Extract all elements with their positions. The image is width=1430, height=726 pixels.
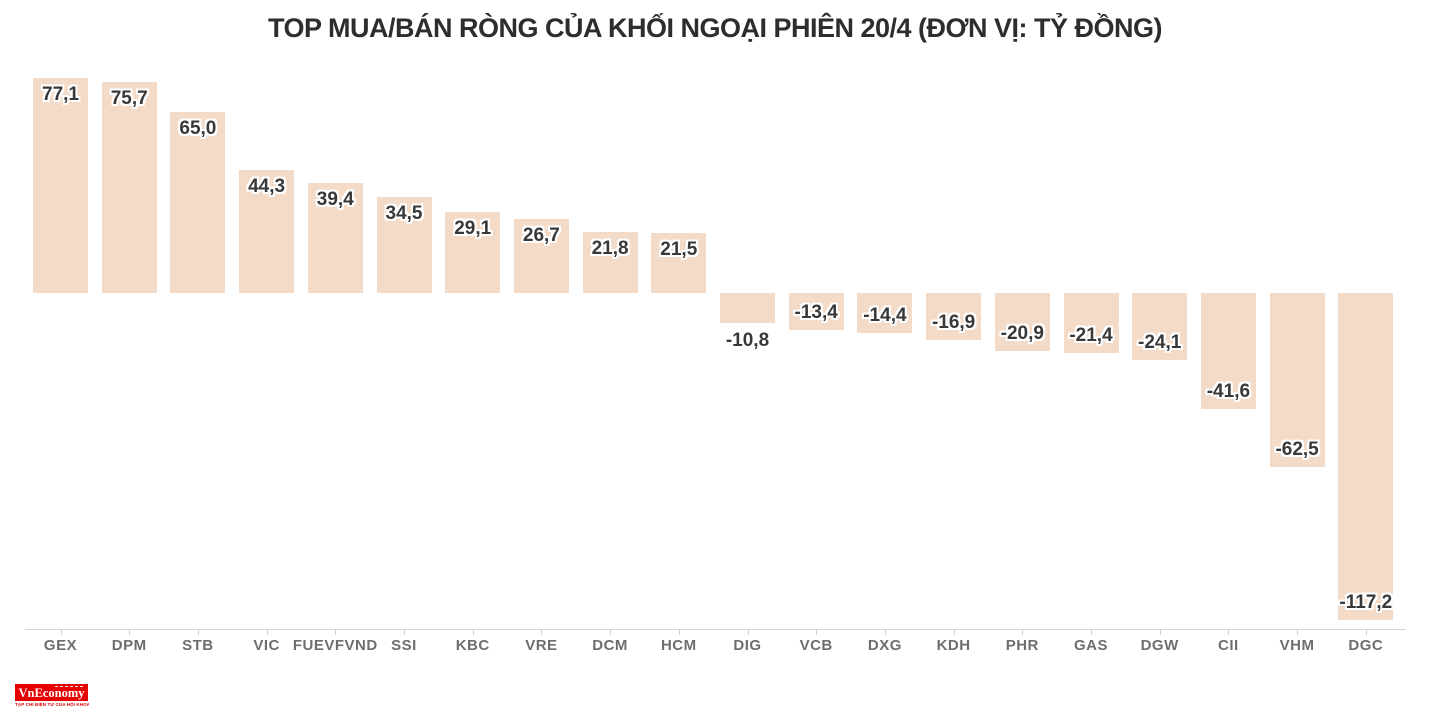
logo-tagline: TẠP CHÍ ĐIỆN TỬ CỦA HỘI KHOA HỌC KINH TẾ… <box>15 702 89 707</box>
value-label-ssi: 34,5 <box>385 202 423 224</box>
x-axis-label-dig: DIG <box>733 637 762 654</box>
x-axis-tick <box>335 629 337 635</box>
x-axis-tick <box>1228 629 1230 635</box>
x-axis-label-cii: CII <box>1218 637 1239 654</box>
x-axis-tick <box>816 629 818 635</box>
bar-kbc <box>445 211 501 293</box>
bar-fuevfvnd <box>307 183 363 293</box>
value-label-dxg: -14,4 <box>863 305 907 327</box>
value-label-dig: -10,8 <box>725 330 770 352</box>
x-axis-tick <box>1297 629 1299 635</box>
bar-dgc <box>1338 293 1394 620</box>
value-label-stb: 65,0 <box>179 117 217 139</box>
x-axis-tick <box>129 629 131 635</box>
x-axis-label-ssi: SSI <box>391 637 417 654</box>
logo-text: VnEconomy <box>18 686 85 700</box>
x-axis-line <box>25 629 1406 630</box>
x-axis-label-stb: STB <box>182 637 214 654</box>
x-axis-label-vcb: VCB <box>799 637 833 654</box>
value-label-vcb: -13,4 <box>794 302 838 324</box>
value-label-dgc: -117,2 <box>1339 591 1393 613</box>
value-label-gex: 77,1 <box>42 84 79 105</box>
x-axis-label-gas: GAS <box>1073 637 1108 654</box>
x-axis-tick <box>472 629 474 635</box>
bar-kdh <box>926 293 982 341</box>
x-axis-label-kdh: KDH <box>936 637 971 654</box>
value-label-vic: 44,3 <box>248 175 286 197</box>
x-axis-label-dcm: DCM <box>592 637 628 654</box>
value-label-phr: -20,9 <box>1000 323 1044 345</box>
x-axis-tick <box>953 629 955 635</box>
x-axis-tick <box>747 629 749 635</box>
x-axis-label-phr: PHR <box>1005 637 1039 654</box>
x-axis-tick <box>404 629 405 635</box>
x-axis-label-dpm: DPM <box>111 637 147 654</box>
value-label-dgw: -24,1 <box>1138 332 1182 354</box>
value-label-dpm: 75,7 <box>110 87 148 109</box>
x-axis-label-kbc: KBC <box>455 637 490 654</box>
bar-vcb <box>788 293 844 331</box>
x-axis-tick <box>884 629 886 635</box>
x-axis-label-gex: GEX <box>43 637 78 654</box>
value-label-hcm: 21,5 <box>660 239 698 260</box>
bar-dcm <box>582 232 638 293</box>
value-label-fuevfvnd: 39,4 <box>316 189 354 211</box>
bar-dig <box>720 293 775 324</box>
x-axis-tick <box>610 629 612 635</box>
x-axis-tick <box>60 629 62 635</box>
bar-cii <box>1200 293 1256 409</box>
x-axis-label-vic: VIC <box>253 637 280 654</box>
x-axis-tick <box>1091 629 1092 635</box>
bar-gas <box>1063 293 1119 353</box>
x-axis-label-vre: VRE <box>525 637 558 654</box>
value-label-kbc: 29,1 <box>454 217 492 239</box>
bar-dpm <box>101 81 157 293</box>
x-axis-tick <box>678 629 680 635</box>
bar-dxg <box>857 293 913 334</box>
bar-gex <box>33 78 88 293</box>
x-axis-label-fuevfvnd: FUEVFVND <box>292 637 378 654</box>
bar-vre <box>513 218 569 293</box>
bar-vhm <box>1269 293 1325 468</box>
vneconomy-logo[interactable]: VnEconomy <box>15 684 88 701</box>
x-axis-label-dgc: DGC <box>1348 637 1384 654</box>
bar-vic <box>239 169 295 293</box>
bar-phr <box>994 293 1050 352</box>
x-axis-label-dgw: DGW <box>1140 637 1179 654</box>
bar-dgw <box>1132 293 1188 361</box>
value-label-kdh: -16,9 <box>931 312 976 334</box>
x-axis-label-dxg: DXG <box>867 637 902 654</box>
value-label-gas: -21,4 <box>1069 324 1113 346</box>
value-label-dcm: 21,8 <box>591 238 629 260</box>
value-label-vhm: -62,5 <box>1275 439 1319 461</box>
x-axis-tick <box>1022 629 1024 635</box>
value-label-cii: -41,6 <box>1206 381 1251 402</box>
bar-hcm <box>651 233 707 293</box>
value-label-vre: 26,7 <box>522 224 560 246</box>
x-axis-label-vhm: VHM <box>1279 637 1315 654</box>
x-axis-tick <box>197 629 199 635</box>
chart-title: TOP MUA/BÁN RÒNG CỦA KHỐI NGOẠI PHIÊN 20… <box>267 13 1163 43</box>
x-axis-label-hcm: HCM <box>660 637 697 654</box>
x-axis-tick <box>1365 629 1367 635</box>
x-axis-tick <box>1159 629 1161 635</box>
x-axis-tick <box>266 629 268 635</box>
logo-dashes-decoration <box>55 686 83 687</box>
x-axis-tick <box>541 629 543 635</box>
bar-stb <box>170 111 226 293</box>
bar-ssi <box>376 196 432 293</box>
